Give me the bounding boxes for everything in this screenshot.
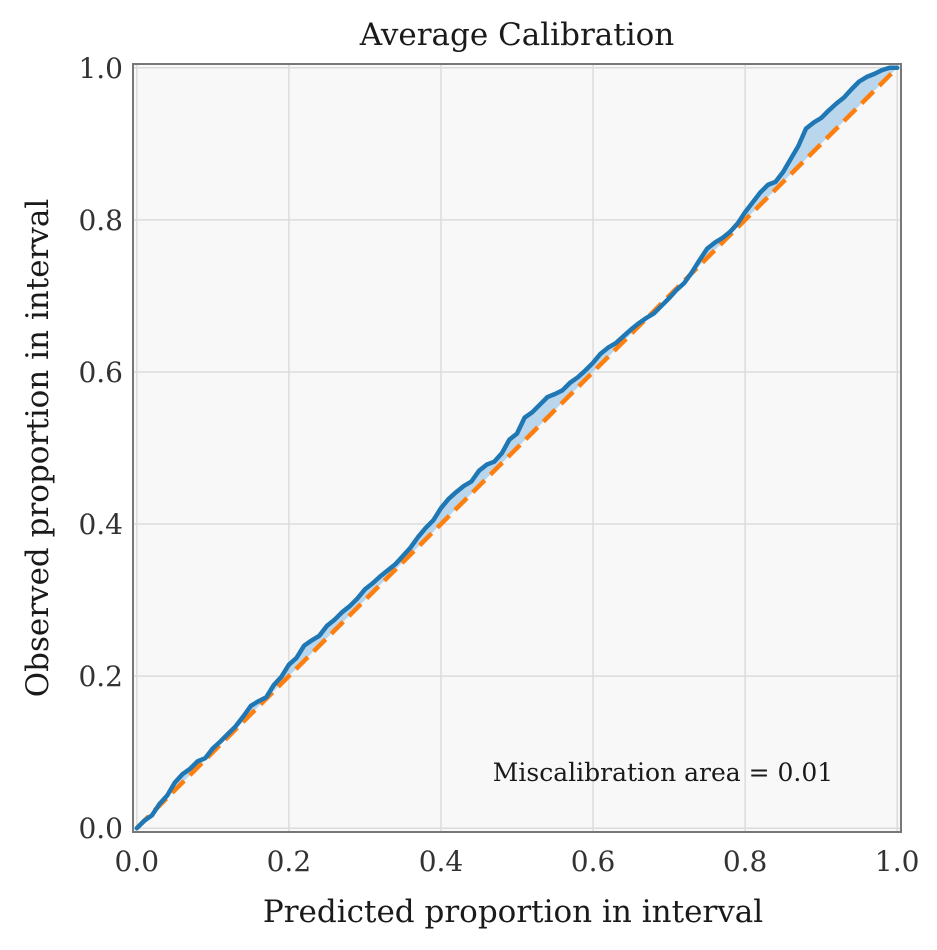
x-axis-label: Predicted proportion in interval (263, 894, 763, 930)
y-tick-label-3: 0.6 (78, 356, 123, 389)
y-tick-label-5: 1.0 (78, 52, 123, 85)
chart-title: Average Calibration (359, 17, 675, 53)
y-tick-label-2: 0.4 (78, 508, 123, 541)
y-tick-label-0: 0.0 (78, 812, 123, 845)
x-tick-label-1: 0.2 (267, 845, 312, 878)
observed-calibration-line (134, 65, 900, 831)
x-axis-ticks: 0.0 0.2 0.4 0.6 0.8 1.0 (115, 845, 920, 878)
miscalibration-annotation: Miscalibration area = 0.01 (493, 758, 833, 787)
y-axis-ticks: 0.0 0.2 0.4 0.6 0.8 1.0 (78, 52, 123, 845)
x-tick-label-3: 0.6 (571, 845, 616, 878)
x-tick-label-0: 0.0 (115, 845, 160, 878)
ideal-calibration-line (135, 66, 899, 830)
x-tick-label-5: 1.0 (875, 845, 920, 878)
x-tick-label-4: 0.8 (723, 845, 768, 878)
grid (133, 64, 901, 832)
y-axis-label: Observed proportion in interval (20, 199, 56, 698)
y-tick-label-1: 0.2 (78, 660, 123, 693)
x-tick-label-2: 0.4 (419, 845, 464, 878)
plot-frame (132, 63, 902, 833)
y-tick-label-4: 0.8 (78, 204, 123, 237)
